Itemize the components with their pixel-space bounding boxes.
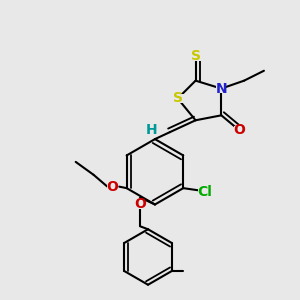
Text: S: S [190,49,201,63]
FancyBboxPatch shape [135,200,145,209]
Text: O: O [106,180,118,194]
Text: H: H [146,123,158,137]
Text: O: O [233,123,245,137]
FancyBboxPatch shape [148,126,156,135]
Text: N: N [215,82,227,96]
Text: O: O [134,197,146,212]
FancyBboxPatch shape [216,84,226,93]
FancyBboxPatch shape [234,126,244,135]
FancyBboxPatch shape [107,182,117,191]
Text: Cl: Cl [197,184,212,199]
Text: S: S [173,92,183,106]
FancyBboxPatch shape [198,187,212,196]
FancyBboxPatch shape [172,94,184,103]
FancyBboxPatch shape [190,51,202,61]
